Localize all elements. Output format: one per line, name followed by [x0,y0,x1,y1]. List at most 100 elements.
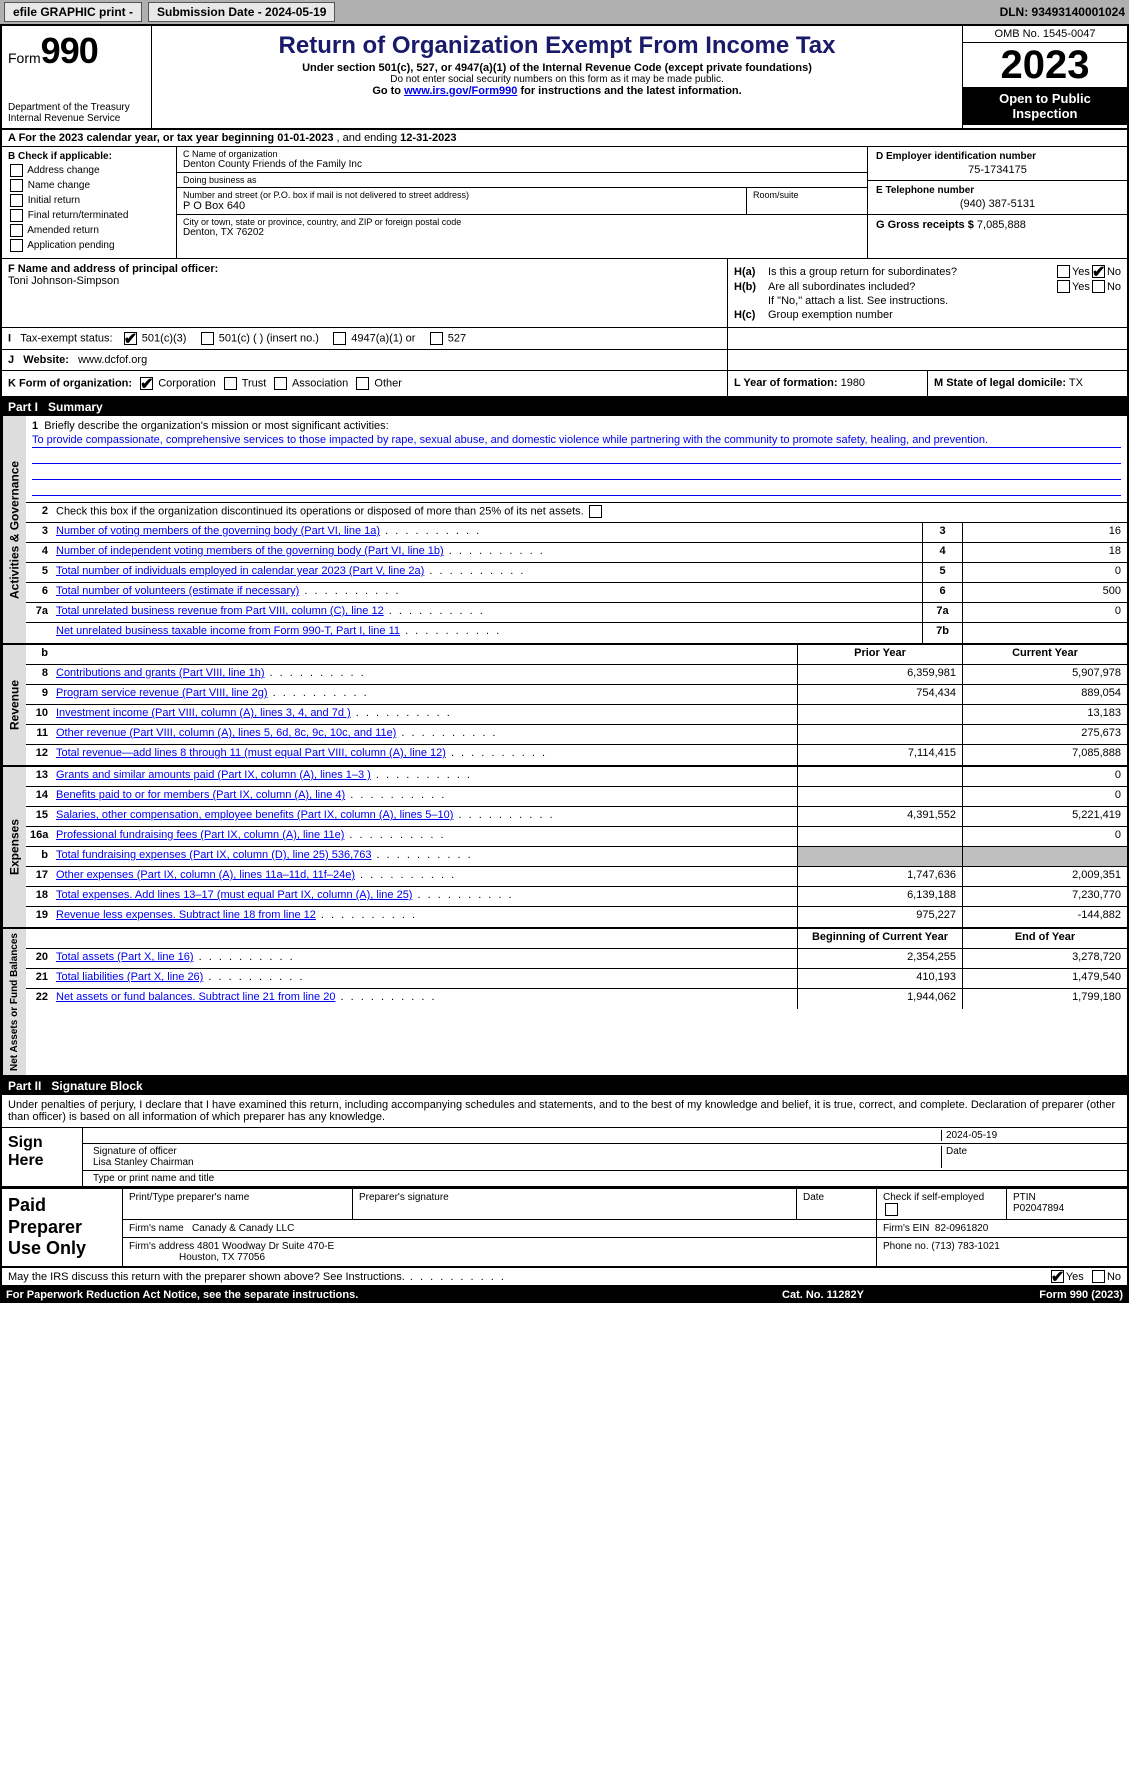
l-value: 1980 [841,377,865,389]
check-corporation[interactable] [140,377,153,390]
check-name-change[interactable] [10,179,23,192]
summary-line: 7aTotal unrelated business revenue from … [26,603,1127,623]
ha-no[interactable] [1092,265,1105,278]
summary-line: 4Number of independent voting members of… [26,543,1127,563]
check-application-pending[interactable] [10,239,23,252]
part2-header: Part II Signature Block [2,1077,1127,1095]
revenue-line: 12Total revenue—add lines 8 through 11 (… [26,745,1127,765]
mission-text: To provide compassionate, comprehensive … [32,434,1121,448]
vtab-net-assets: Net Assets or Fund Balances [2,929,26,1075]
hb-note: If "No," attach a list. See instructions… [768,295,948,307]
gross-value: 7,085,888 [977,219,1026,231]
revenue-line: 11Other revenue (Part VIII, column (A), … [26,725,1127,745]
row-f: F Name and address of principal officer:… [2,259,727,327]
type-name-label: Type or print name and title [89,1173,218,1184]
check-4947[interactable] [333,332,346,345]
check-501c3[interactable] [124,332,137,345]
mission-blank-2 [32,466,1121,480]
header-left: Form990 Department of the Treasury Inter… [2,26,152,128]
submission-date-button[interactable]: Submission Date - 2024-05-19 [148,2,335,22]
form-header: Form990 Department of the Treasury Inter… [2,26,1127,130]
row-a-begin: 01-01-2023 [277,132,333,144]
tax-status-label: Tax-exempt status: [20,332,112,344]
begin-year-header: Beginning of Current Year [797,929,962,948]
form-footer: Form 990 (2023) [923,1289,1123,1301]
ha-yes[interactable] [1057,265,1070,278]
phone-value: (940) 387-5131 [876,198,1119,210]
paid-preparer-label: Paid Preparer Use Only [2,1189,122,1266]
irs-discuss-yes[interactable] [1051,1270,1064,1283]
year-header-row: b Prior Year Current Year [26,645,1127,665]
form-title: Return of Organization Exempt From Incom… [158,32,956,60]
check-trust[interactable] [224,377,237,390]
prep-date-label: Date [797,1189,877,1219]
firm-phone-label: Phone no. [883,1241,929,1252]
part1-number: Part I [8,400,38,414]
revenue-section: Revenue b Prior Year Current Year 8Contr… [2,645,1127,767]
check-other[interactable] [356,377,369,390]
row-a-mid: , and ending [337,132,401,144]
column-c: C Name of organization Denton County Fri… [177,147,867,258]
check-discontinued[interactable] [589,505,602,518]
m-value: TX [1069,377,1083,389]
revenue-line: 9Program service revenue (Part VIII, lin… [26,685,1127,705]
form-subtitle: Under section 501(c), 527, or 4947(a)(1)… [158,62,956,74]
section-bcd: B Check if applicable: Address change Na… [2,147,1127,259]
expense-line: 17Other expenses (Part IX, column (A), l… [26,867,1127,887]
check-501c[interactable] [201,332,214,345]
expense-line: 14Benefits paid to or for members (Part … [26,787,1127,807]
check-amended-return[interactable] [10,224,23,237]
firm-addr-label: Firm's address [129,1241,194,1252]
summary-line: 5Total number of individuals employed in… [26,563,1127,583]
org-name-label: C Name of organization [183,149,861,159]
check-association[interactable] [274,377,287,390]
check-self-employed[interactable] [885,1203,898,1216]
revenue-line: 10Investment income (Part VIII, column (… [26,705,1127,725]
form-word: Form [8,50,41,66]
sign-here-label: Sign Here [2,1128,82,1186]
firm-phone: (713) 783-1021 [931,1241,999,1252]
lbl-name-change: Name change [28,180,90,191]
end-year-header: End of Year [962,929,1127,948]
firm-name-label: Firm's name [129,1223,184,1234]
paid-preparer-section: Paid Preparer Use Only Print/Type prepar… [2,1188,1127,1268]
lbl-amended-return: Amended return [27,225,99,236]
lbl-initial-return: Initial return [28,195,80,206]
check-527[interactable] [430,332,443,345]
officer-name: Toni Johnson-Simpson [8,275,119,287]
street-label: Number and street (or P.O. box if mail i… [183,190,740,200]
net-assets-line: 21Total liabilities (Part X, line 26)410… [26,969,1127,989]
sig-date: 2024-05-19 [941,1130,1121,1141]
row-a-prefix: A For the 2023 calendar year, or tax yea… [8,132,277,144]
expense-line: 19Revenue less expenses. Subtract line 1… [26,907,1127,927]
org-name: Denton County Friends of the Family Inc [183,159,861,170]
expense-line: 15Salaries, other compensation, employee… [26,807,1127,827]
city-label: City or town, state or province, country… [183,217,861,227]
goto-prefix: Go to [372,85,404,97]
row-j: J Website: www.dcfof.org [2,350,1127,371]
ssn-warning: Do not enter social security numbers on … [158,74,956,85]
irs-link[interactable]: www.irs.gov/Form990 [404,85,517,97]
check-final-return[interactable] [10,209,23,222]
catalog-number: Cat. No. 11282Y [723,1289,923,1301]
hb-no[interactable] [1092,280,1105,293]
line-2: 2 Check this box if the organization dis… [26,503,1127,523]
firm-name: Canady & Canady LLC [192,1223,294,1234]
check-address-change[interactable] [10,164,23,177]
summary-line: 6Total number of volunteers (estimate if… [26,583,1127,603]
l-label: L Year of formation: [734,377,838,389]
hb-yes[interactable] [1057,280,1070,293]
irs-discuss-no[interactable] [1092,1270,1105,1283]
lbl-application-pending: Application pending [27,240,114,251]
m-label: M State of legal domicile: [934,377,1066,389]
column-b: B Check if applicable: Address change Na… [2,147,177,258]
irs-discuss-row: May the IRS discuss this return with the… [2,1268,1127,1285]
expense-line: 16aProfessional fundraising fees (Part I… [26,827,1127,847]
public-inspection-badge: Open to Public Inspection [963,87,1127,125]
expense-line: 13Grants and similar amounts paid (Part … [26,767,1127,787]
perjury-declaration: Under penalties of perjury, I declare th… [2,1095,1127,1127]
sig-officer-label: Signature of officer [93,1146,937,1157]
efile-print-button[interactable]: efile GRAPHIC print - [4,2,142,22]
check-initial-return[interactable] [10,194,23,207]
part2-number: Part II [8,1079,41,1093]
